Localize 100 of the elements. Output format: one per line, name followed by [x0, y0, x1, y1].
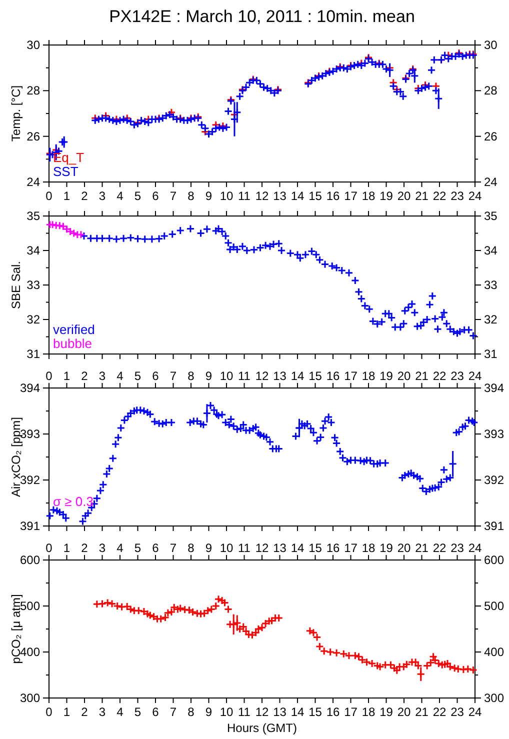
- y-tick-label: 300: [20, 691, 40, 705]
- x-tick-label: 8: [188, 541, 195, 555]
- x2-tick-label: 13: [273, 369, 287, 383]
- x2-tick-label: 3: [98, 705, 106, 719]
- x2-tick-label: 22: [432, 369, 446, 383]
- x2-tick-label: 23: [450, 705, 464, 719]
- x-tick-label: 13: [273, 189, 287, 203]
- x-tick-label: 11: [238, 189, 251, 203]
- y-tick-label: 24: [26, 175, 40, 189]
- x-tick-label: 15: [308, 541, 322, 555]
- x2-tick-label: 4: [116, 369, 124, 383]
- x-tick-label: 10: [220, 541, 234, 555]
- x2-tick-label: 15: [308, 369, 322, 383]
- x2-tick-label: 10: [220, 705, 234, 719]
- x2-tick-label: 2: [81, 705, 88, 719]
- x2-tick-label: 14: [290, 705, 304, 719]
- x-tick-label: 2: [81, 541, 88, 555]
- x-tick-label: 4: [116, 189, 124, 203]
- y-tick-label: 31: [26, 347, 40, 361]
- x2-tick-label: 6: [152, 369, 160, 383]
- x2-tick-label: 5: [134, 369, 142, 383]
- x-tick-label: 20: [397, 189, 411, 203]
- x2-tick-label: 17: [344, 369, 358, 383]
- x-tick-label: 16: [326, 541, 340, 555]
- x2-tick-label: 5: [134, 705, 142, 719]
- x2-tick-label: 0: [46, 705, 53, 719]
- x-tick-label: 7: [170, 541, 177, 555]
- x2-tick-label: 12: [255, 705, 269, 719]
- x2-tick-label: 18: [362, 369, 376, 383]
- x-tick-label: 23: [450, 541, 464, 555]
- x2-tick-label: 9: [205, 705, 212, 719]
- x2-tick-label: 24: [468, 369, 482, 383]
- x2-tick-label: 16: [326, 705, 340, 719]
- y-tick-label: 26: [26, 129, 40, 144]
- y2-tick-label: 300: [484, 691, 504, 705]
- x-tick-label: 2: [81, 189, 88, 203]
- x2-tick-label: 4: [116, 705, 124, 719]
- y-tick-label: 600: [20, 553, 40, 567]
- y2-tick-label: 31: [484, 347, 498, 361]
- x-tick-label: 17: [344, 541, 358, 555]
- series-label: Eq_T: [53, 150, 84, 165]
- x-tick-label: 7: [170, 189, 177, 203]
- x-tick-label: 19: [380, 541, 394, 555]
- x-tick-label: 12: [255, 541, 269, 555]
- x-tick-label: 5: [134, 541, 142, 555]
- chart-title: PX142E : March 10, 2011 : 10min. mean: [109, 7, 415, 26]
- x2-tick-label: 13: [273, 705, 287, 719]
- x-tick-label: 4: [116, 541, 124, 555]
- y-tick-label: 394: [20, 381, 40, 395]
- y2-tick-label: 32: [484, 312, 498, 326]
- annotation: σ ≥ 0.3: [53, 494, 94, 509]
- x-tick-label: 20: [397, 541, 411, 555]
- x2-tick-label: 11: [238, 705, 251, 719]
- x-tick-label: 1: [63, 189, 70, 203]
- y2-tick-label: 34: [484, 244, 498, 258]
- x-tick-label: 9: [205, 189, 212, 203]
- x-tick-label: 14: [290, 189, 304, 203]
- x-tick-label: 0: [46, 541, 53, 555]
- x2-tick-label: 21: [415, 705, 429, 719]
- y2-tick-label: 28: [484, 84, 498, 98]
- y-axis-title: Temp. [°C]: [9, 85, 23, 142]
- y2-tick-label: 24: [484, 175, 498, 189]
- x-tick-label: 8: [188, 189, 195, 203]
- x2-tick-label: 9: [205, 369, 212, 383]
- x-tick-label: 21: [415, 541, 429, 555]
- x2-tick-label: 11: [238, 369, 251, 383]
- y2-tick-label: 600: [484, 553, 504, 567]
- x2-tick-label: 8: [188, 369, 195, 383]
- y2-tick-label: 392: [484, 473, 504, 487]
- x2-tick-label: 6: [152, 705, 160, 719]
- x-tick-label: 23: [450, 189, 464, 203]
- y2-tick-label: 26: [484, 129, 498, 144]
- x2-tick-label: 8: [188, 705, 195, 719]
- x-tick-label: 22: [432, 541, 446, 555]
- x2-tick-label: 19: [380, 705, 394, 719]
- x-tick-label: 12: [255, 189, 269, 203]
- y-tick-label: 28: [26, 84, 40, 98]
- y2-tick-label: 30: [484, 38, 498, 52]
- x-tick-label: 14: [290, 541, 304, 555]
- y2-tick-label: 35: [484, 209, 498, 223]
- x-tick-label: 16: [326, 189, 340, 203]
- y-tick-label: 33: [26, 278, 40, 292]
- x2-tick-label: 7: [170, 369, 177, 383]
- y-tick-label: 393: [20, 427, 40, 441]
- y-tick-label: 30: [26, 38, 40, 52]
- x2-tick-label: 24: [468, 705, 482, 719]
- text: verified: [53, 322, 95, 337]
- y2-tick-label: 33: [484, 278, 498, 292]
- x2-tick-label: 23: [450, 369, 464, 383]
- x2-tick-label: 20: [397, 369, 411, 383]
- x-tick-label: 9: [205, 541, 212, 555]
- x-tick-label: 13: [273, 541, 287, 555]
- x-tick-label: 24: [468, 189, 482, 203]
- x2-tick-label: 10: [220, 369, 234, 383]
- x2-tick-label: 17: [344, 705, 358, 719]
- x-tick-label: 19: [380, 189, 394, 203]
- x-tick-label: 21: [415, 189, 429, 203]
- x-tick-label: 22: [432, 189, 446, 203]
- x2-tick-label: 7: [170, 705, 177, 719]
- x-tick-label: 15: [308, 189, 322, 203]
